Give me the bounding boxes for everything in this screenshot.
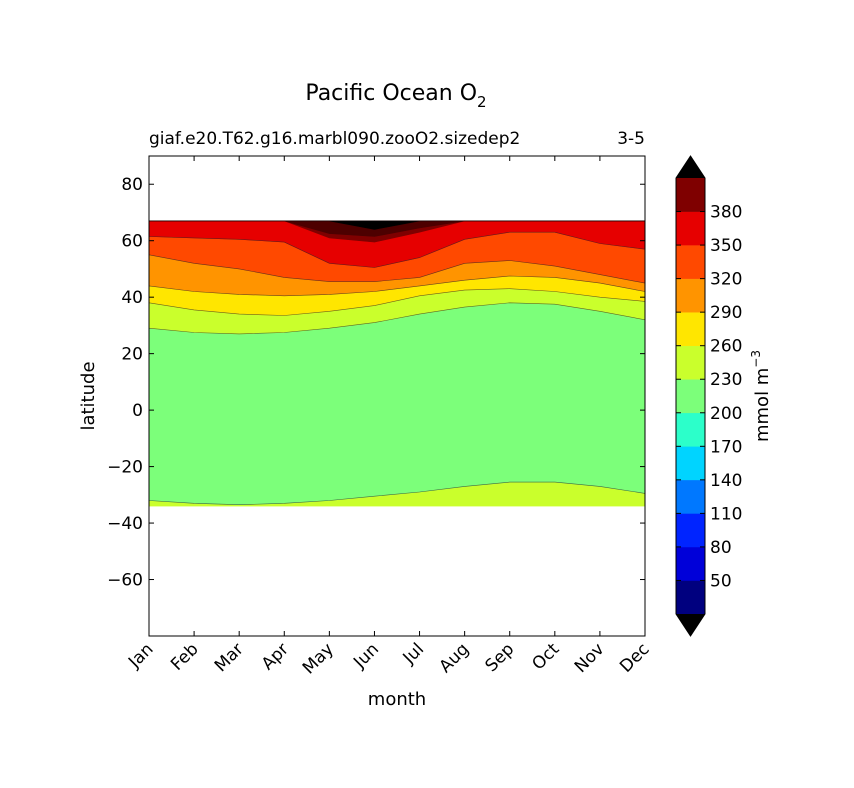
y-axis: 80 60 40 20 0 −20 −40 −60 [107, 175, 645, 591]
contour-line-5 [148, 231, 646, 268]
colorbar-tick-label: 380 [710, 203, 742, 223]
x-tick-label: Dec [616, 639, 653, 676]
y-tick-label: 40 [121, 288, 143, 308]
colorbar-label-exponent: −3 [749, 350, 763, 368]
colorbar-tick-label: 200 [710, 404, 742, 424]
y-tick-label: −60 [107, 571, 143, 591]
x-tick-label: Mar [211, 639, 248, 676]
y-tick-label: −40 [107, 514, 143, 534]
y-tick-label: 80 [121, 175, 143, 195]
colorbar-extend-low [676, 614, 705, 636]
colorbar-tick-label: 230 [710, 370, 742, 390]
colorbar-swatch [676, 278, 705, 313]
contour-line-1 [148, 302, 646, 335]
colorbar-swatch [676, 312, 705, 346]
chart-subtitle-left: giaf.e20.T62.g16.marbl090.zooO2.sizedep2 [149, 129, 520, 149]
x-tick-label: Aug [436, 639, 474, 677]
x-axis-label: month [368, 689, 426, 710]
x-tick-label: May [299, 639, 338, 678]
colorbar-tick-label: 290 [710, 303, 742, 323]
colorbar-tick-label: 110 [710, 504, 742, 524]
colorbar-extend-high [676, 156, 705, 178]
colorbar-tick-label: 260 [710, 337, 742, 357]
contour-line-2 [148, 288, 646, 316]
contour-line-3 [148, 275, 646, 297]
colorbar-swatch [676, 546, 705, 581]
chart-subtitle-right: 3-5 [617, 129, 645, 149]
chart-title-subscript: 2 [477, 93, 487, 111]
x-tick-label: Nov [571, 639, 609, 677]
colorbar-swatch [676, 580, 705, 615]
colorbar-outline [675, 155, 706, 637]
colorbar-tick-label: 170 [710, 437, 742, 457]
x-tick-label: Jun [349, 639, 383, 673]
x-tick-label: Oct [528, 639, 563, 674]
plot-frame [148, 155, 646, 637]
chart-title: Pacific Ocean O2 [305, 81, 486, 111]
colorbar-tick-label: 350 [710, 236, 742, 256]
colorbar-swatch [676, 479, 705, 514]
colorbar-swatch [676, 345, 705, 380]
x-tick-label: Sep [481, 639, 518, 676]
band-max-patch [149, 220, 645, 230]
colorbar-tick-label: 50 [710, 571, 732, 591]
y-tick-label: 0 [132, 401, 143, 421]
colorbar-swatch [676, 513, 705, 548]
colorbar-swatch [676, 412, 705, 447]
colorbar-tick-label: 320 [710, 270, 742, 290]
plot-area [148, 220, 646, 507]
y-tick-label: 20 [121, 345, 143, 365]
colorbar-swatch [676, 245, 705, 279]
x-tick-label: Feb [167, 639, 202, 674]
colorbar: 50 80 110 140 170 200 230 260 290 320 350 380 [675, 155, 742, 637]
x-tick-label: Jan [124, 639, 157, 672]
colorbar-swatch [676, 178, 705, 212]
x-tick-label: Jul [399, 639, 428, 668]
y-tick-label: −20 [107, 458, 143, 478]
contour-line-4 [148, 254, 646, 284]
contour-line-0 [148, 481, 646, 506]
colorbar-tick-label: 140 [710, 471, 742, 491]
colorbar-label: mmol m−3 [749, 350, 773, 442]
y-tick-label: 60 [121, 232, 143, 252]
x-tick-label: Apr [258, 639, 293, 674]
colorbar-swatch [676, 379, 705, 414]
colorbar-swatch [676, 211, 705, 246]
colorbar-swatch [676, 446, 705, 481]
y-axis-label: latitude [78, 361, 99, 430]
colorbar-tick-label: 80 [710, 538, 732, 558]
